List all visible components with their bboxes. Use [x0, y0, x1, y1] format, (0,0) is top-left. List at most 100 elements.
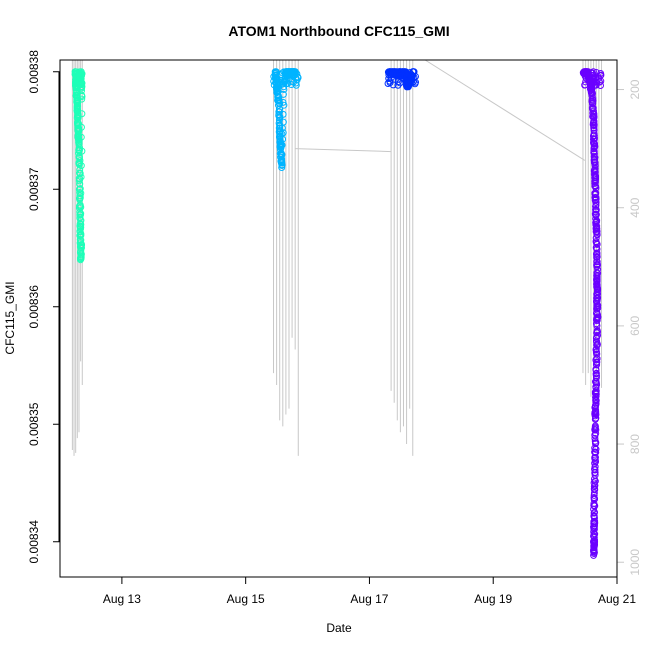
- data-point: [590, 550, 598, 557]
- data-point: [77, 255, 85, 263]
- transit-line: [295, 148, 392, 153]
- right-tick-label: 600: [628, 316, 642, 336]
- data-point: [588, 100, 596, 108]
- data-point: [591, 481, 599, 489]
- data-point: [386, 69, 394, 77]
- data-point: [273, 76, 281, 84]
- y-tick-label: 0.00836: [27, 285, 41, 329]
- data-point: [77, 123, 85, 131]
- x-tick-label: Aug 21: [598, 592, 636, 606]
- data-point: [410, 73, 418, 81]
- data-point: [284, 79, 292, 87]
- data-point: [596, 81, 604, 89]
- data-point: [593, 78, 601, 86]
- data-point: [77, 253, 85, 261]
- y-tick-label: 0.00834: [27, 520, 41, 564]
- data-point: [593, 333, 601, 341]
- data-point: [270, 77, 278, 85]
- data-point: [278, 158, 286, 166]
- data-point: [593, 231, 601, 239]
- x-tick-label: Aug 19: [474, 592, 512, 606]
- data-point: [593, 261, 601, 269]
- data-point: [590, 509, 598, 517]
- data-point: [386, 77, 394, 85]
- data-point: [590, 145, 598, 153]
- data-point: [293, 70, 301, 78]
- data-point: [77, 80, 85, 88]
- data-point: [411, 80, 419, 88]
- x-tick-label: Aug 13: [103, 592, 141, 606]
- data-point: [590, 491, 598, 499]
- data-point: [591, 410, 599, 418]
- data-point: [76, 185, 84, 193]
- data-point: [589, 69, 597, 77]
- axes: 0.00834 0.00835 0.00836 0.00837 0.00838 Aug 1…: [27, 50, 642, 606]
- plot-frame: [59, 59, 618, 578]
- data-point: [78, 95, 86, 103]
- data-point: [591, 434, 599, 442]
- data-point: [77, 236, 85, 244]
- data-point: [279, 129, 287, 137]
- data-point: [594, 294, 602, 302]
- data-point: [76, 166, 84, 174]
- data-point: [409, 72, 417, 80]
- data-point: [592, 374, 600, 382]
- data-point: [76, 228, 84, 236]
- data-point: [389, 81, 397, 89]
- data-point: [402, 75, 410, 83]
- y-axis-label: CFC115_GMI: [3, 281, 17, 354]
- data-point: [75, 185, 83, 193]
- data-point: [279, 118, 287, 126]
- x-axis-label: Date: [326, 621, 352, 635]
- data-point: [591, 404, 599, 412]
- data-point: [591, 177, 599, 185]
- right-tick-label: 400: [628, 197, 642, 217]
- data-point: [592, 458, 600, 466]
- data-point: [77, 173, 85, 181]
- data-point: [77, 203, 85, 211]
- data-point: [581, 72, 589, 80]
- data-point: [591, 477, 599, 485]
- data-point: [591, 140, 599, 148]
- data-point: [394, 75, 402, 83]
- data-point: [591, 444, 599, 452]
- data-point: [593, 253, 601, 261]
- y-tick-label: 0.00837: [27, 167, 41, 211]
- data-point: [592, 346, 600, 354]
- data-point: [77, 231, 85, 239]
- data-point: [592, 208, 600, 216]
- data-point: [593, 240, 601, 248]
- data-point: [592, 337, 600, 345]
- profile-lines: [71, 59, 603, 456]
- data-point: [292, 79, 300, 87]
- data-point: [279, 98, 287, 106]
- data-point: [592, 370, 600, 378]
- data-point: [278, 151, 286, 159]
- data-point: [597, 70, 605, 78]
- data-point: [590, 501, 598, 509]
- data-point: [77, 217, 85, 225]
- data-point: [396, 79, 404, 87]
- right-tick-label: 200: [628, 79, 642, 99]
- data-point: [77, 162, 85, 170]
- data-point: [78, 110, 86, 118]
- data-point: [77, 189, 85, 197]
- data-point: [595, 78, 603, 86]
- data-point: [591, 437, 599, 445]
- data-point: [76, 72, 84, 80]
- x-tick-label: Aug 15: [227, 592, 265, 606]
- data-point: [391, 68, 399, 76]
- data-point: [596, 72, 604, 80]
- data-point: [591, 415, 599, 423]
- data-point: [592, 397, 600, 405]
- data-point: [590, 546, 598, 554]
- data-point: [592, 198, 600, 206]
- data-point: [78, 147, 86, 155]
- data-point: [279, 90, 287, 98]
- data-point: [589, 135, 597, 143]
- data-point: [77, 133, 85, 141]
- data-point: [593, 290, 601, 298]
- data-point: [590, 158, 598, 166]
- chart-title: ATOM1 Northbound CFC115_GMI: [228, 23, 449, 39]
